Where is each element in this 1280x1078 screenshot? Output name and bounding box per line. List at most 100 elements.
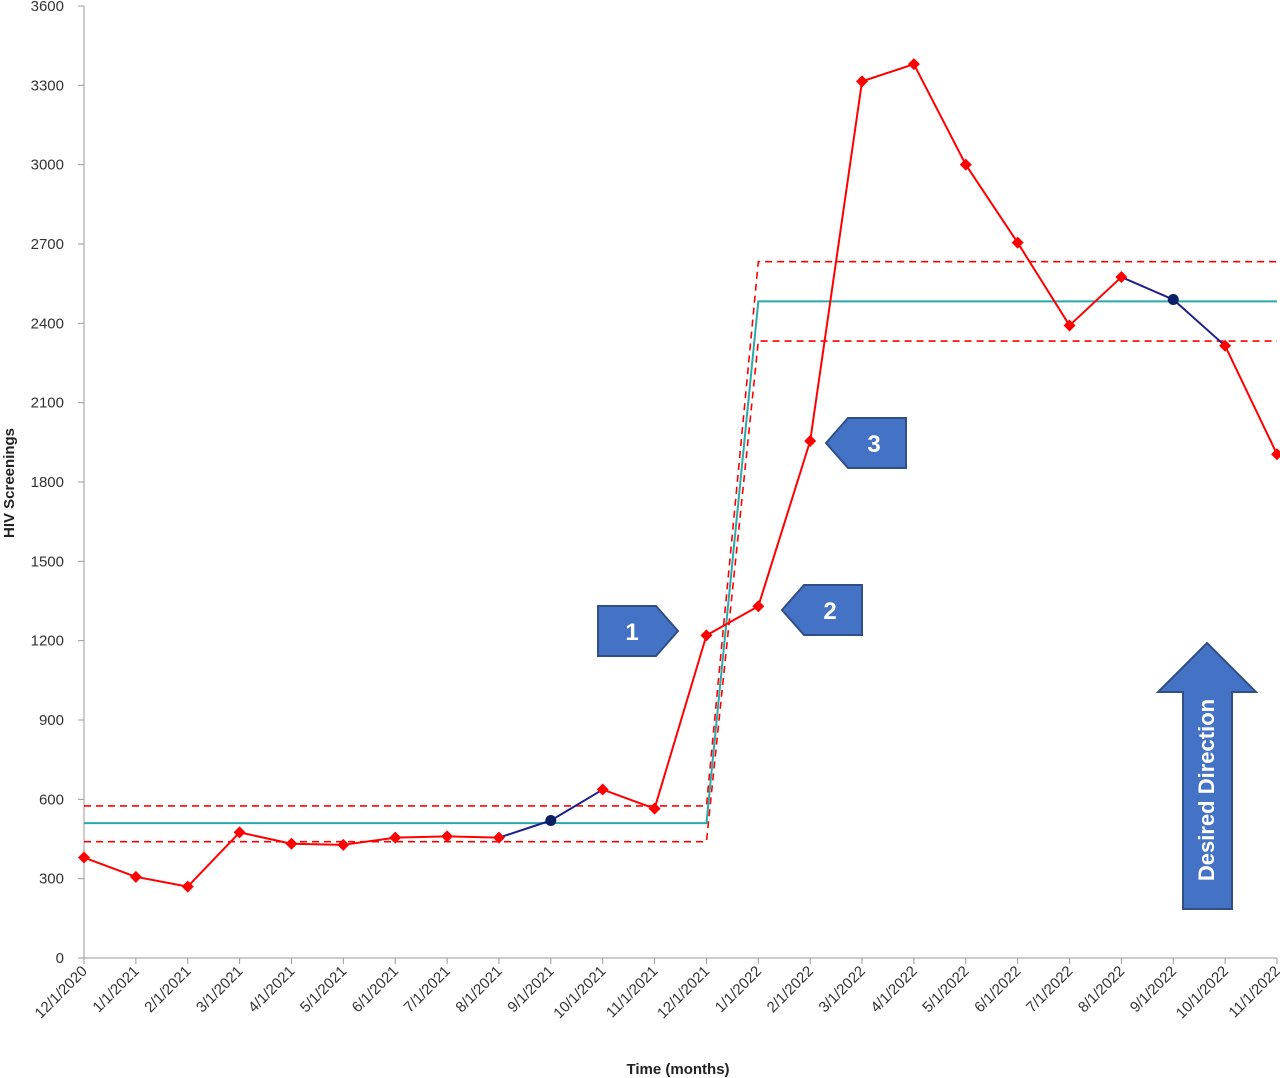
y-tick-label: 1200: [31, 633, 64, 650]
x-tick-label: 8/1/2021: [452, 963, 505, 1016]
x-tick-label: 8/1/2022: [1075, 963, 1128, 1016]
desired-direction-arrow: [1155, 641, 1259, 910]
data-point: [1063, 319, 1076, 332]
y-tick-label: 300: [39, 871, 64, 888]
data-point: [907, 58, 920, 71]
data-line-segment: [602, 788, 655, 810]
x-tick-label: 6/1/2022: [971, 963, 1024, 1016]
data-point: [441, 830, 454, 843]
data-point: [492, 831, 505, 844]
data-line-segment: [187, 831, 241, 888]
y-tick-label: 3300: [31, 77, 64, 94]
callout-2-label: 2: [823, 598, 836, 625]
x-tick-label: 1/1/2021: [89, 963, 142, 1016]
data-point: [389, 831, 402, 844]
y-tick-label: 0: [56, 950, 64, 967]
x-tick-label: 5/1/2022: [919, 963, 972, 1016]
center-line: [84, 300, 1277, 825]
data-point: [804, 435, 817, 448]
data-line-segment: [291, 842, 344, 846]
data-line-segment: [343, 836, 396, 846]
data-point: [959, 158, 972, 171]
data-line-segment: [757, 440, 812, 607]
desired-direction-label: Desired Direction: [1194, 699, 1219, 881]
y-tick-label: 2100: [31, 395, 64, 412]
y-tick-label: 600: [39, 791, 64, 808]
data-point: [1271, 448, 1280, 461]
x-tick-label: 5/1/2021: [297, 963, 350, 1016]
data-line-segment: [239, 831, 292, 845]
data-point: [1011, 236, 1024, 249]
x-tick-label: 10/1/2022: [1173, 963, 1232, 1022]
callout-1-label: 1: [625, 619, 638, 646]
x-tick-label: 1/1/2022: [712, 963, 765, 1016]
x-tick-label: 9/1/2021: [504, 963, 557, 1016]
data-line-segment: [653, 635, 708, 809]
data-point: [337, 838, 350, 851]
data-line-segment: [1172, 298, 1226, 347]
x-tick-label: 3/1/2022: [816, 963, 869, 1016]
markers-group: [78, 58, 1280, 893]
y-tick-label: 2700: [31, 236, 64, 253]
data-line-segment: [1120, 276, 1174, 301]
data-point-special: [1167, 294, 1179, 306]
callout-3-label: 3: [867, 431, 880, 458]
data-point: [596, 783, 609, 796]
x-axis-title: Time (months): [626, 1061, 729, 1078]
x-tick-label: 11/1/2021: [603, 963, 661, 1021]
data-line-segment: [498, 819, 552, 839]
control-limits-group: [84, 260, 1277, 843]
series-group: [83, 63, 1278, 888]
data-point: [233, 826, 246, 839]
y-axis-title: HIV Screenings: [1, 428, 18, 538]
y-tick-label: 1800: [31, 474, 64, 491]
y-tick-label: 3600: [31, 0, 64, 15]
data-line-segment: [1016, 242, 1071, 326]
data-line-segment: [395, 835, 448, 839]
data-point: [285, 837, 298, 850]
data-line-segment: [964, 164, 1019, 244]
y-tick-label: 1500: [31, 553, 64, 570]
data-point: [1219, 339, 1232, 352]
data-line-segment: [83, 856, 137, 878]
data-line-segment: [705, 605, 759, 637]
data-point-special: [545, 814, 557, 826]
x-tick-label: 4/1/2022: [867, 963, 920, 1016]
x-tick-label: 4/1/2021: [245, 963, 298, 1016]
x-tick-label: 3/1/2021: [193, 963, 246, 1016]
data-point: [1115, 271, 1128, 284]
data-line-segment: [550, 788, 604, 822]
data-line-segment: [913, 63, 967, 166]
x-tick-label: 10/1/2021: [550, 963, 609, 1022]
callout-3: [824, 417, 907, 469]
x-tick-label: 2/1/2021: [141, 963, 194, 1016]
data-point: [700, 629, 713, 642]
y-tick-label: 2400: [31, 315, 64, 332]
data-point: [129, 870, 142, 883]
callout-2: [780, 584, 863, 636]
x-tick-label: 12/1/2020: [32, 963, 91, 1022]
x-tick-label: 9/1/2022: [1127, 963, 1180, 1016]
data-point: [181, 880, 194, 893]
upper-control-limit: [84, 260, 1277, 807]
annotations-group: 1 2 3 Desired Direction: [597, 417, 1259, 910]
lower-control-limit: [84, 340, 1277, 843]
data-line-segment: [135, 875, 188, 888]
data-line-segment: [1068, 276, 1123, 327]
callout-1: [597, 605, 680, 657]
x-tick-label: 11/1/2022: [1225, 963, 1280, 1021]
axes-group: 0300600900120015001800210024002700300033…: [31, 0, 1280, 1022]
data-line-segment: [809, 81, 864, 442]
data-line-segment: [1224, 345, 1278, 455]
data-point: [752, 600, 765, 613]
data-point: [78, 851, 90, 864]
x-tick-label: 2/1/2022: [764, 963, 817, 1016]
y-tick-label: 900: [39, 712, 64, 729]
data-line-segment: [861, 63, 915, 83]
x-tick-label: 7/1/2021: [401, 963, 454, 1016]
x-tick-label: 6/1/2021: [349, 963, 402, 1016]
x-tick-label: 12/1/2021: [654, 963, 713, 1022]
data-point: [648, 802, 661, 815]
